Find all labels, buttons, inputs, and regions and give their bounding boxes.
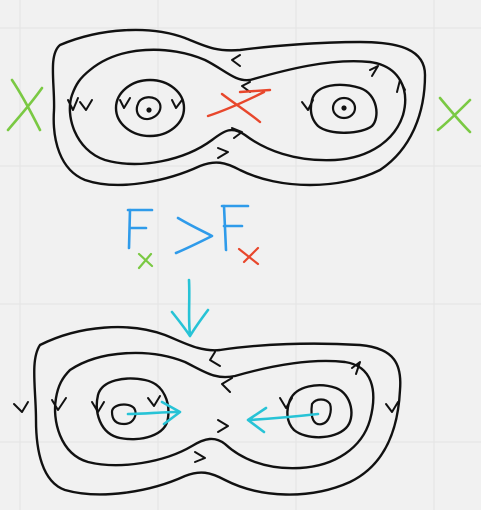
formula — [126, 204, 260, 338]
middle-orbit — [53, 351, 375, 470]
top-level-set-diagram — [6, 28, 472, 187]
flow-arrow-icon — [51, 397, 67, 411]
right-center-loop — [310, 398, 332, 426]
outer-orbit — [51, 28, 427, 187]
flow-arrow-icon — [91, 401, 105, 413]
green-x-subscript — [137, 252, 154, 270]
force-symbol-rhs — [220, 204, 250, 252]
flow-arrow-icon — [119, 97, 131, 109]
left-inner-orbit — [114, 78, 186, 138]
right-inner-orbit — [286, 384, 353, 439]
red-x-subscript — [237, 246, 260, 266]
flow-arrow-icon — [241, 81, 251, 93]
flow-arrow-icon — [171, 99, 183, 109]
bottom-level-set-diagram — [13, 325, 402, 496]
flow-arrow-icon — [221, 377, 233, 393]
flow-arrow-icon — [385, 401, 399, 413]
left-inner-orbit — [95, 377, 170, 441]
left-equilibrium — [146, 107, 152, 113]
flow-arrow-icon — [231, 54, 241, 67]
flow-arrow-icon — [217, 419, 229, 433]
green-x-icon — [6, 78, 44, 132]
right-inner-orbit — [309, 83, 378, 134]
flow-arrow-icon — [351, 361, 361, 375]
greater-than-sign — [174, 216, 214, 255]
flow-arrow-icon — [369, 65, 379, 77]
left-center-loop — [135, 96, 162, 121]
flow-arrow-icon — [79, 99, 93, 111]
flow-arrow-icon — [231, 127, 243, 139]
force-symbol-lhs — [126, 208, 154, 250]
flow-arrow-icon — [147, 395, 161, 407]
flow-arrow-icon — [13, 401, 29, 413]
flow-arrow-icon — [209, 351, 221, 367]
right-cyan-arrow — [246, 406, 320, 434]
right-equilibrium — [341, 105, 347, 111]
flow-arrow-icon — [279, 397, 293, 409]
flow-arrow-icon — [301, 99, 314, 111]
red-x-icon — [206, 88, 272, 124]
outer-orbit — [33, 325, 402, 496]
flow-arrow-icon — [67, 97, 79, 111]
right-center-loop — [331, 96, 357, 120]
flow-arrow-icon — [396, 79, 406, 93]
flow-arrow-icon — [217, 147, 229, 159]
left-cyan-arrow — [126, 400, 182, 426]
down-arrow-icon — [170, 278, 210, 338]
flow-arrow-icon — [194, 451, 206, 463]
left-center-loop — [110, 403, 137, 426]
green-x-icon — [436, 96, 472, 134]
middle-orbit — [68, 48, 407, 166]
